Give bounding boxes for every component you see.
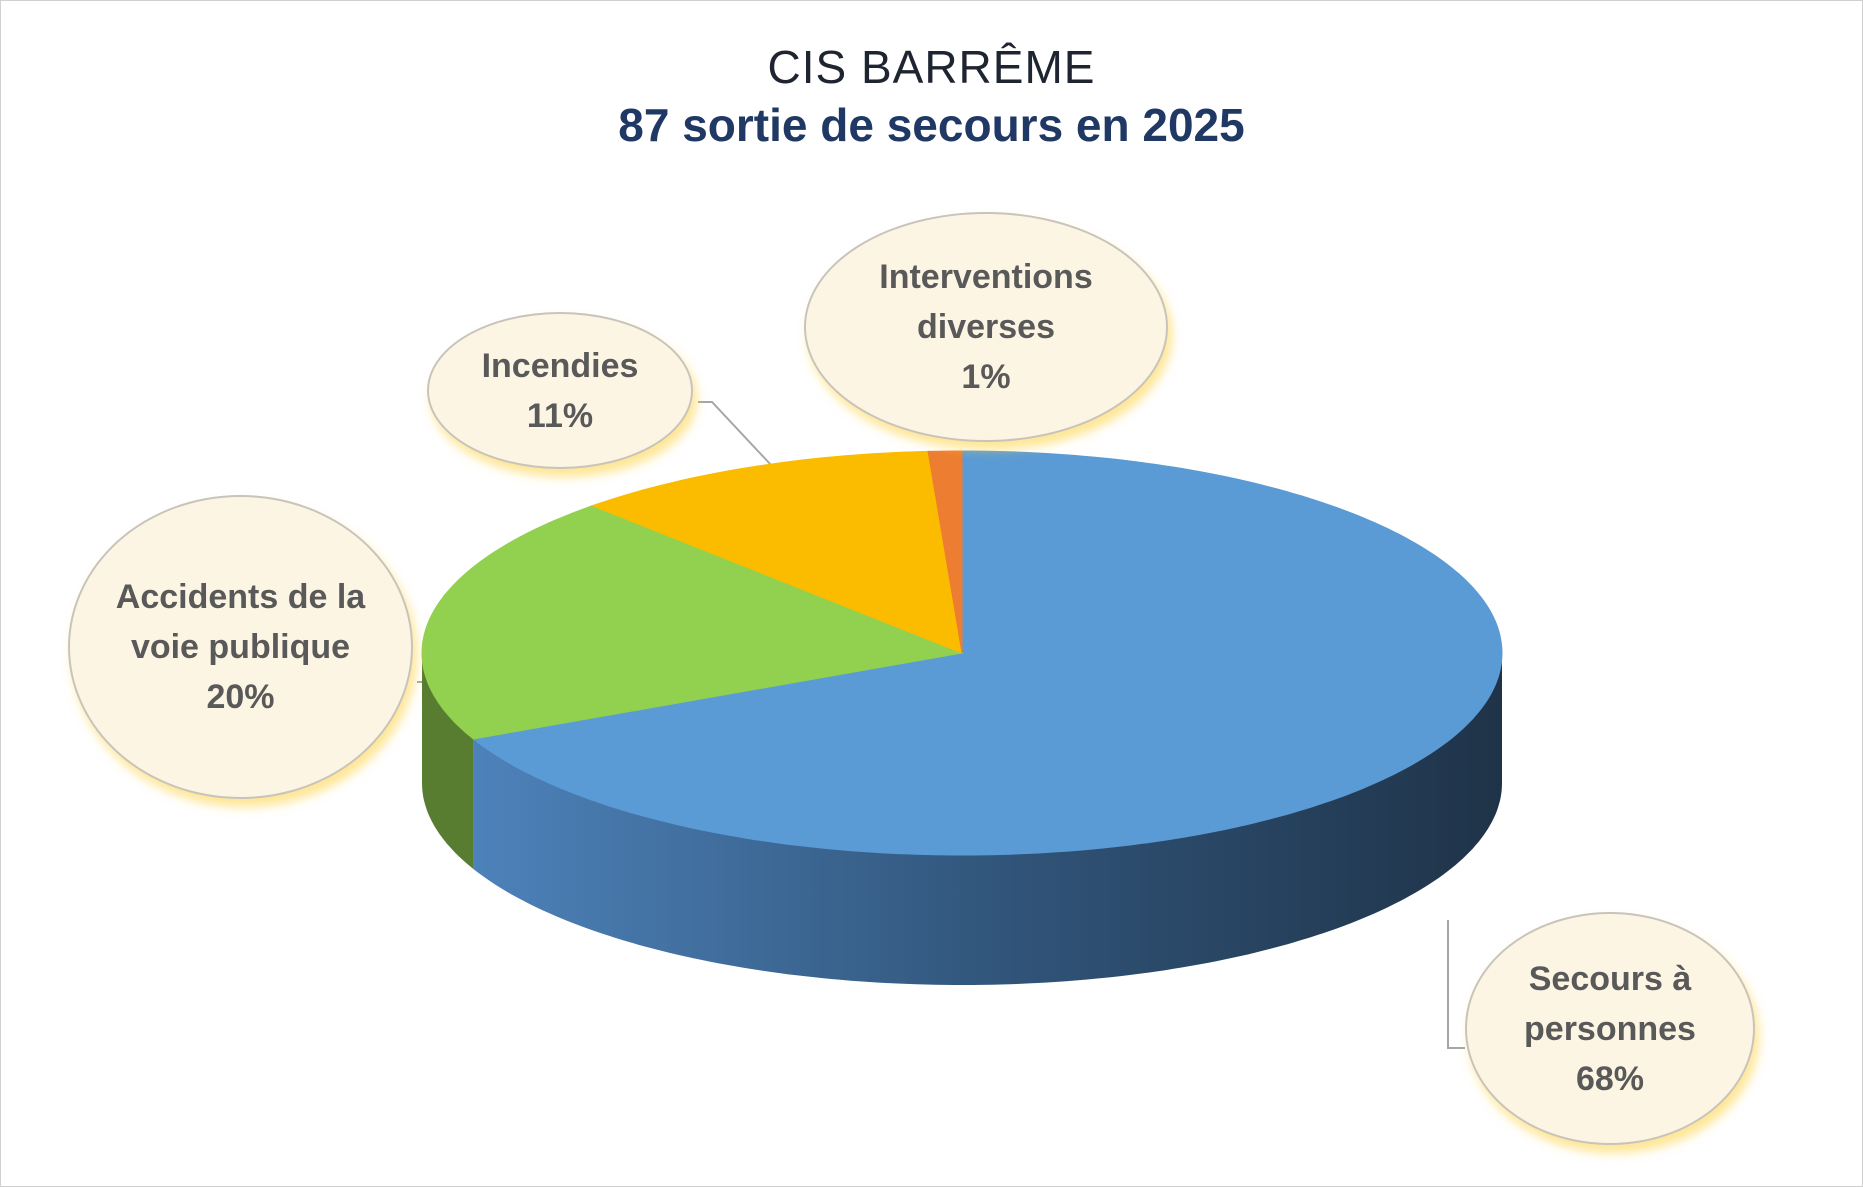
- slice-sides: [422, 653, 1502, 985]
- value-label: 1%: [961, 358, 1011, 396]
- data-label: Incendies 11%: [427, 312, 693, 469]
- chart-title: CIS BARRÊME: [767, 41, 1096, 93]
- data-label: Secours à personnes 68%: [1465, 912, 1755, 1145]
- leader-line: [1447, 920, 1465, 1049]
- slice: [421, 505, 964, 740]
- category-label: Incendies: [481, 346, 639, 385]
- data-label: Interventions diverses 1%: [804, 212, 1168, 442]
- category-label: Accidents de la voie publique: [115, 578, 366, 666]
- value-label: 11%: [526, 396, 594, 435]
- slice: [927, 450, 963, 654]
- slice: [472, 450, 1503, 856]
- category-label: Interventions diverses: [879, 258, 1093, 346]
- chart-subtitle: 87 sortie de secours en 2025: [618, 99, 1245, 151]
- slice-side: [422, 653, 474, 869]
- slice-tops: [421, 450, 1503, 856]
- category-label: Secours à personnes: [1524, 959, 1696, 1048]
- value-label: 20%: [206, 678, 275, 716]
- data-label: Accidents de la voie publique 20%: [68, 495, 413, 799]
- leader-line: [698, 401, 773, 467]
- slice: [590, 450, 963, 654]
- value-label: 68%: [1575, 1059, 1645, 1098]
- slice-side: [473, 653, 1502, 985]
